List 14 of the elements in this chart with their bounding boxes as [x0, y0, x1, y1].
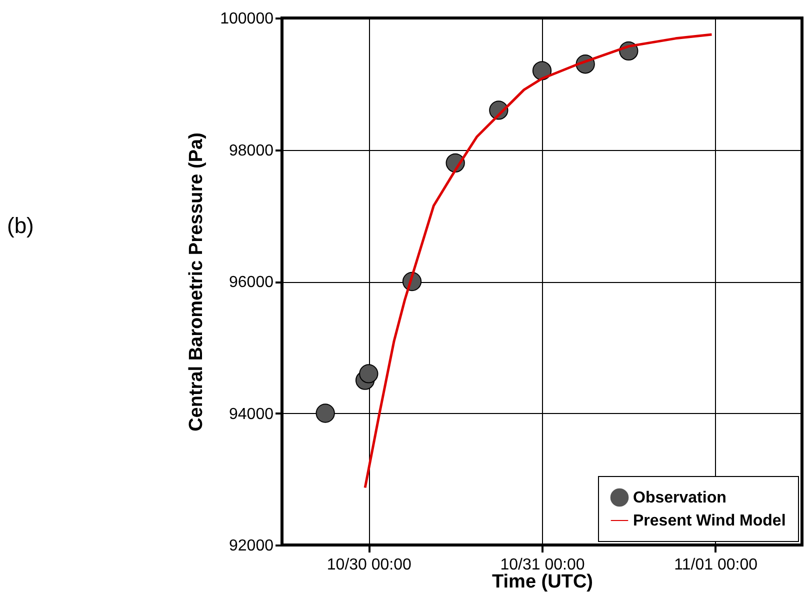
y-axis-title: Central Barometric Pressure (Pa) [186, 132, 208, 432]
text: (b) [7, 213, 34, 238]
x-axis-title: Time (UTC) [492, 572, 593, 592]
y-tick-label: 94000 [229, 406, 274, 423]
y-tick-label: 96000 [229, 274, 274, 291]
x-tick-label: 10/31 00:00 [500, 556, 585, 574]
y-tick-label: 92000 [229, 538, 274, 554]
legend-label: Present Wind Model [633, 512, 786, 530]
y-tick-label: 100000 [220, 10, 274, 28]
legend-label: Observation [633, 490, 726, 506]
y-tick-label: 98000 [229, 142, 274, 160]
point [359, 364, 378, 384]
x-tick-label: 11/01 00:00 [674, 556, 758, 574]
x-tick-label: 10/30 00:00 [326, 556, 412, 574]
